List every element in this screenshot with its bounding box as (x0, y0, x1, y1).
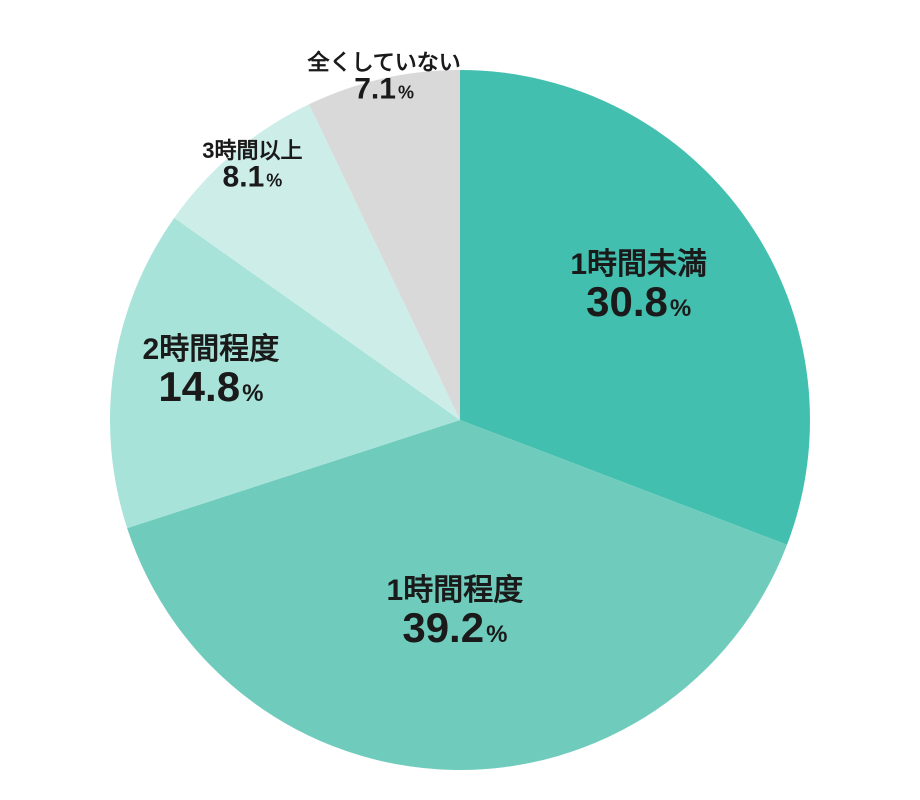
pie-label-title-4: 全くしていない (306, 50, 460, 75)
pie-label-title-3: 3時間以上 (202, 138, 302, 163)
pie-label-title-2: 2時間程度 (143, 333, 280, 366)
pie-chart: 1時間未満30.8%1時間程度39.2%2時間程度14.8%3時間以上8.1%全… (0, 0, 920, 800)
pie-label-title-0: 1時間未満 (570, 248, 707, 281)
pie-label-title-1: 1時間程度 (387, 574, 524, 607)
